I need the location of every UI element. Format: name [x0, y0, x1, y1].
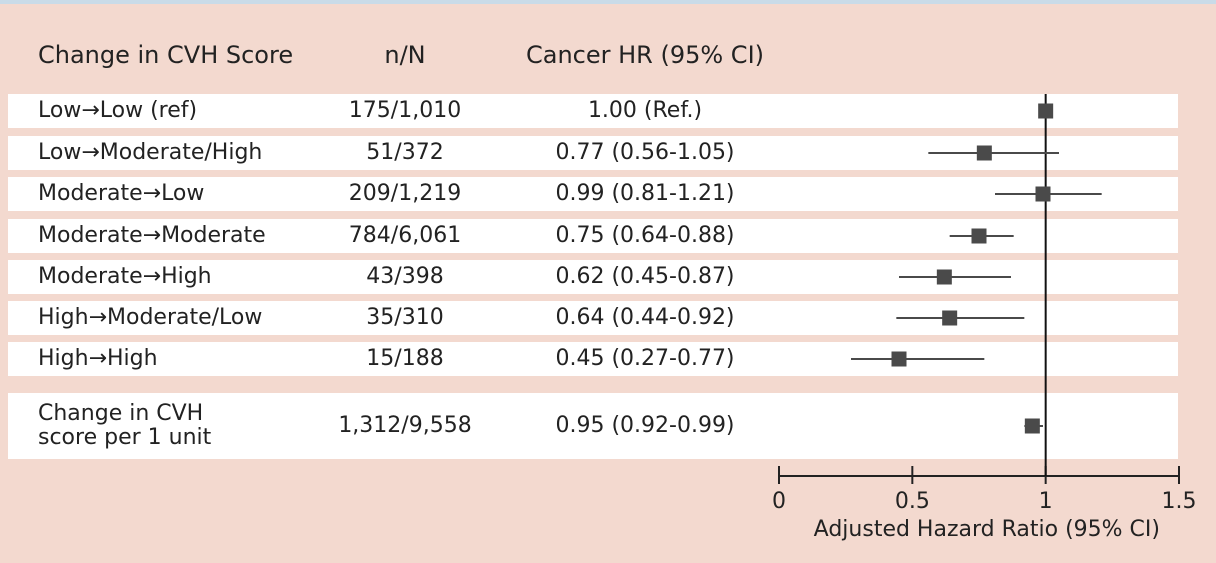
row-label: Low→Moderate/High	[38, 140, 263, 165]
count: 1,312/9,558	[338, 413, 472, 438]
x-tick-label: 1	[1038, 489, 1053, 514]
row-label: Change in CVH score per 1 unit	[38, 401, 212, 450]
point-estimate	[1035, 186, 1051, 202]
column-header: Change in CVH Score	[38, 41, 294, 69]
point-estimate	[942, 310, 958, 326]
column-header: n/N	[384, 41, 426, 69]
row-label: Moderate→High	[38, 264, 212, 289]
row-label: High→Moderate/Low	[38, 305, 263, 330]
row-band	[8, 177, 1178, 211]
row-label: High→High	[38, 346, 158, 371]
hr-label: 1.00 (Ref.)	[587, 98, 703, 123]
column-header: Cancer HR (95% CI)	[525, 41, 765, 69]
hr-label: 0.75 (0.64-0.88)	[555, 223, 735, 248]
count: 784/6,061	[348, 223, 462, 248]
x-axis-label: Adjusted Hazard Ratio (95% CI)	[813, 517, 1160, 542]
hr-label: 0.62 (0.45-0.87)	[555, 264, 735, 289]
row-label: Moderate→Low	[38, 181, 205, 206]
count: 209/1,219	[348, 181, 462, 206]
row-label: Moderate→Moderate	[38, 223, 266, 248]
count: 35/310	[366, 305, 444, 330]
hr-label: 0.64 (0.44-0.92)	[555, 305, 735, 330]
x-tick-label: 1.5	[1161, 489, 1197, 514]
hr-label: 0.99 (0.81-1.21)	[555, 181, 735, 206]
hr-label: 0.45 (0.27-0.77)	[555, 346, 735, 371]
point-estimate	[1038, 103, 1054, 119]
count: 175/1,010	[348, 98, 462, 123]
top-bar	[0, 0, 1216, 4]
point-estimate	[936, 269, 952, 285]
hr-label: 0.77 (0.56-1.05)	[555, 140, 735, 165]
count: 51/372	[366, 140, 444, 165]
x-tick-label: 0.5	[894, 489, 930, 514]
x-tick-label: 0	[772, 489, 786, 514]
row-band	[8, 393, 1178, 459]
point-estimate	[976, 145, 992, 161]
point-estimate	[971, 228, 987, 244]
hr-label: 0.95 (0.92-0.99)	[555, 413, 735, 438]
point-estimate	[1024, 418, 1040, 434]
row-label: Low→Low (ref)	[38, 98, 198, 123]
point-estimate	[891, 351, 907, 367]
count: 15/188	[366, 346, 444, 371]
count: 43/398	[366, 264, 444, 289]
row-band	[8, 94, 1178, 128]
